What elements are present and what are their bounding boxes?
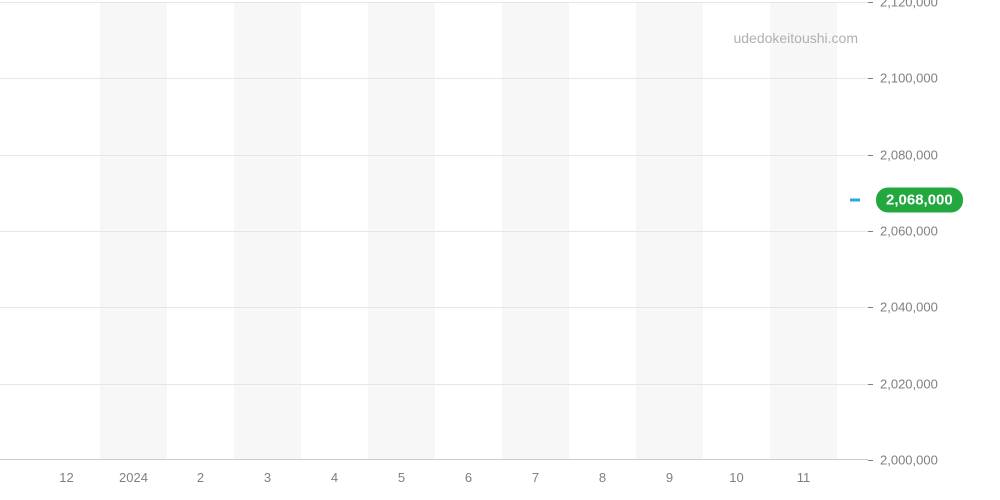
horizontal-gridline: [0, 307, 868, 308]
y-axis-label: 2,040,000: [880, 300, 938, 315]
price-chart: udedokeitoushi.com 2,068,000 12 2024 2 3 4 5 6…: [0, 0, 1000, 500]
current-value-marker: [850, 199, 860, 202]
y-axis-tick: [868, 460, 873, 461]
x-axis-label: 5: [398, 470, 405, 485]
horizontal-gridline: [0, 155, 868, 156]
x-axis-label: 10: [729, 470, 743, 485]
y-axis-label: 2,060,000: [880, 224, 938, 239]
x-axis-label: 3: [264, 470, 271, 485]
horizontal-gridline: [0, 78, 868, 79]
y-axis-label: 2,080,000: [880, 147, 938, 162]
horizontal-gridline: [0, 231, 868, 232]
watermark: udedokeitoushi.com: [733, 30, 858, 46]
y-axis-label: 2,120,000: [880, 0, 938, 10]
horizontal-gridline: [0, 2, 868, 3]
x-axis-label: 6: [465, 470, 472, 485]
x-axis-label: 2024: [119, 470, 148, 485]
x-axis-label: 8: [599, 470, 606, 485]
y-axis-label: 2,100,000: [880, 71, 938, 86]
y-axis-tick: [868, 155, 873, 156]
y-axis-tick: [868, 78, 873, 79]
x-axis-label: 11: [797, 470, 811, 485]
x-axis-label: 2: [197, 470, 204, 485]
x-axis-label: 7: [532, 470, 539, 485]
x-axis-label: 9: [666, 470, 673, 485]
y-axis-tick: [868, 307, 873, 308]
x-axis-label: 4: [331, 470, 338, 485]
x-axis-label: 12: [59, 470, 73, 485]
y-axis-tick: [868, 231, 873, 232]
y-axis-label: 2,000,000: [880, 453, 938, 468]
current-price-badge: 2,068,000: [876, 188, 963, 213]
y-axis-tick: [868, 2, 873, 3]
plot-area: [0, 2, 868, 460]
y-axis-tick: [868, 384, 873, 385]
y-axis-label: 2,020,000: [880, 376, 938, 391]
horizontal-gridline: [0, 384, 868, 385]
